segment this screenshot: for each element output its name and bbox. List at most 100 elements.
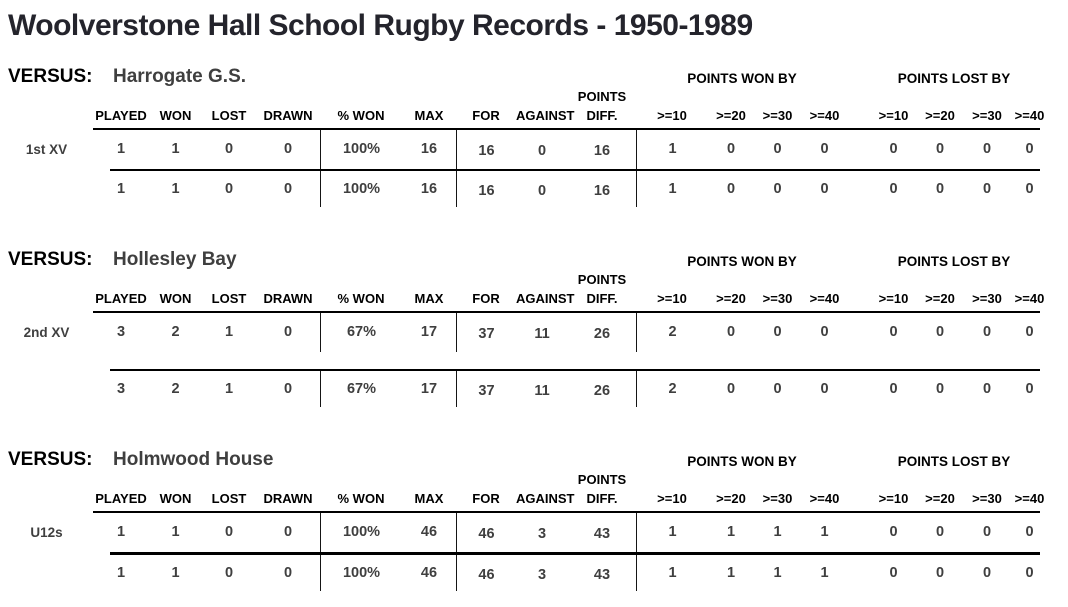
total-for: 37: [456, 371, 516, 408]
total-won-by-20: 0: [726, 381, 736, 398]
cell-pct-won: 100%: [320, 129, 402, 169]
total-row-label: [0, 555, 93, 591]
column-header-won: WON: [159, 291, 192, 307]
total-lost: 0: [224, 564, 234, 581]
cell-lost-by-10: 0: [889, 324, 898, 341]
cell-against-value: 0: [537, 143, 547, 160]
total-lost: 0: [224, 181, 234, 198]
lost-by-threshold-20: >=20: [925, 491, 955, 507]
cell-lost-by-20: 0: [935, 324, 945, 341]
cell-played: 1: [116, 141, 126, 158]
total-drawn: 0: [283, 181, 293, 198]
won-by-threshold-40: >=40: [809, 291, 840, 307]
cell-points-diff: 16: [568, 130, 636, 169]
total-won-by-30: 0: [773, 181, 782, 198]
lost-by-threshold-10: >=10: [878, 108, 909, 123]
total-max: 17: [420, 381, 438, 398]
total-won-by-40: 0: [820, 381, 829, 398]
total-drawn: 0: [283, 564, 293, 581]
sections-container: VERSUS: Harrogate G.S. POINTS WON BY POI…: [0, 62, 1068, 591]
cell-for-value: 37: [478, 326, 495, 343]
lost-by-threshold-30: >=30: [972, 291, 1002, 307]
total-lost-by-10: 0: [889, 564, 898, 581]
points-won-by-group-header: POINTS WON BY: [687, 71, 797, 86]
table-header: POINTS WON BY POINTS LOST BY POINTS PLAY…: [0, 62, 1068, 123]
total-won: 2: [171, 381, 180, 398]
cell-against: 0: [516, 130, 568, 169]
versus-label: VERSUS:: [8, 66, 93, 87]
total-points-diff-value: 43: [593, 566, 611, 583]
total-lost-by-20: 0: [935, 564, 945, 581]
total-against-value: 3: [537, 566, 547, 583]
lost-by-threshold-10: >=10: [878, 491, 909, 507]
lost-by-threshold-40: >=40: [1014, 491, 1045, 507]
total-won-by-40: 0: [820, 181, 829, 198]
cell-lost: 1: [224, 324, 234, 341]
versus-section-2: VERSUS: Holmwood House POINTS WON BY POI…: [0, 445, 1068, 591]
column-header-lost: LOST: [211, 108, 247, 123]
cell-played: 1: [116, 524, 126, 541]
won-by-threshold-30: >=30: [762, 491, 793, 507]
lost-by-threshold-10: >=10: [878, 291, 909, 307]
versus-section-1: VERSUS: Hollesley Bay POINTS WON BY POIN…: [0, 245, 1068, 408]
column-header-max: MAX: [414, 108, 444, 123]
versus-line: VERSUS: Hollesley Bay: [0, 245, 1068, 271]
cell-won-by-10: 1: [636, 512, 708, 552]
cell-won-by-40: 1: [820, 524, 829, 541]
total-won: 1: [171, 564, 180, 581]
cell-lost-by-40: 0: [1025, 141, 1034, 158]
total-against: 3: [516, 555, 568, 591]
won-by-threshold-40: >=40: [809, 108, 840, 123]
cell-for-value: 16: [478, 143, 495, 160]
total-pct-won: 67%: [320, 371, 402, 408]
total-points-diff-value: 26: [593, 383, 611, 400]
points-lost-by-group-header: POINTS LOST BY: [897, 254, 1011, 270]
column-header-against: AGAINST: [516, 491, 575, 507]
total-rule: [110, 368, 1040, 372]
column-header-pct-won: % WON: [337, 108, 385, 123]
won-by-threshold-20: >=20: [716, 291, 746, 307]
total-against: 11: [516, 371, 568, 407]
cell-won-by-40: 0: [820, 141, 829, 158]
total-for: 16: [456, 171, 516, 208]
table-header: POINTS WON BY POINTS LOST BY POINTS PLAY…: [0, 445, 1068, 506]
total-lost-by-30: 0: [982, 564, 992, 581]
won-by-threshold-10: >=10: [657, 108, 687, 123]
total-lost-by-40: 0: [1025, 181, 1034, 198]
points-diff-header-top: POINTS: [577, 89, 627, 104]
cell-max: 17: [420, 324, 438, 341]
pre-total-gap: [0, 352, 1068, 369]
column-header-for: FOR: [472, 491, 500, 507]
team-row: U12s 1 1 0 0 100% 46 46 3 43 1 1 1 1 0 0…: [0, 512, 1068, 552]
team-row: 2nd XV 3 2 1 0 67% 17 37 11 26 2 0 0 0 0…: [0, 312, 1068, 352]
lost-by-threshold-20: >=20: [925, 108, 955, 123]
opponent-name: Holmwood House: [113, 449, 274, 471]
column-header-max: MAX: [414, 291, 444, 307]
versus-label: VERSUS:: [8, 249, 93, 271]
column-header-drawn: DRAWN: [263, 491, 313, 507]
cell-points-diff-value: 16: [593, 143, 611, 160]
cell-won-by-20: 0: [726, 324, 736, 341]
column-header-lost: LOST: [211, 491, 247, 507]
total-points-diff-value: 16: [593, 183, 611, 200]
cell-won-by-10: 1: [636, 129, 708, 169]
cell-lost-by-10: 0: [889, 524, 898, 541]
total-against-value: 11: [534, 383, 550, 400]
total-rule: [110, 168, 1040, 172]
total-against: 0: [516, 171, 568, 207]
column-header-drawn: DRAWN: [263, 108, 313, 123]
points-diff-header-bottom: DIFF.: [586, 491, 618, 507]
cell-lost-by-30: 0: [982, 524, 992, 541]
total-drawn: 0: [283, 381, 293, 398]
cell-for: 37: [456, 312, 516, 352]
points-lost-by-group-header: POINTS LOST BY: [897, 454, 1011, 470]
total-won-by-40: 1: [820, 564, 829, 581]
points-diff-header-bottom: DIFF.: [586, 291, 618, 307]
cell-points-diff-value: 43: [593, 526, 611, 543]
table-header: POINTS WON BY POINTS LOST BY POINTS PLAY…: [0, 245, 1068, 306]
cell-won-by-20: 1: [726, 524, 736, 541]
column-header-for: FOR: [472, 108, 500, 123]
versus-section-0: VERSUS: Harrogate G.S. POINTS WON BY POI…: [0, 62, 1068, 208]
cell-lost-by-30: 0: [982, 141, 992, 158]
lost-by-threshold-40: >=40: [1014, 108, 1045, 123]
